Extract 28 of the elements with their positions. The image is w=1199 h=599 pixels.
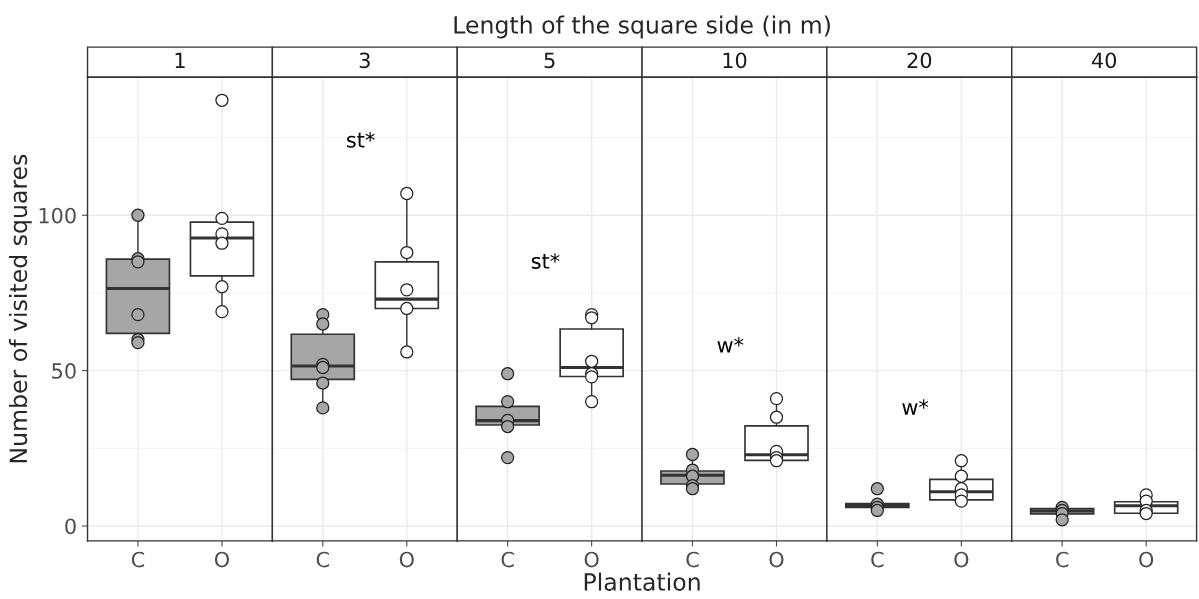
chart-title: 5 xyxy=(544,52,555,69)
chart-title: 10 xyxy=(723,52,747,69)
chart-title: 20 xyxy=(907,52,932,69)
x-tick-label: C xyxy=(316,551,329,568)
y-tick-label: 50 xyxy=(52,363,76,379)
y-axis-title: Number of visited squares xyxy=(8,154,32,463)
annotation: w* xyxy=(902,399,929,415)
x-tick-label: O xyxy=(1139,551,1154,568)
chart-title: 1 xyxy=(175,52,185,68)
x-tick-label: C xyxy=(131,551,145,568)
x-tick-label: O xyxy=(214,551,229,568)
chart-title: 3 xyxy=(359,52,370,69)
x-tick-label: C xyxy=(871,551,884,568)
x-tick-label: O xyxy=(769,551,784,568)
x-tick-label: C xyxy=(501,551,514,568)
y-tick-label: 0 xyxy=(65,518,76,535)
text: Length of the square side (in m) xyxy=(454,15,830,39)
x-tick-label: O xyxy=(584,551,599,568)
x-tick-label: C xyxy=(1056,551,1069,568)
x-tick-label: O xyxy=(399,551,414,568)
x-tick-label: C xyxy=(686,551,699,568)
y-tick-label: 100 xyxy=(39,207,76,224)
chart-title: 40 xyxy=(1091,52,1117,69)
annotation: st* xyxy=(347,131,375,148)
x-tick-label: O xyxy=(954,551,969,568)
annotation: w* xyxy=(717,337,744,353)
text: Plantation xyxy=(584,572,700,591)
annotation: st* xyxy=(531,253,560,269)
